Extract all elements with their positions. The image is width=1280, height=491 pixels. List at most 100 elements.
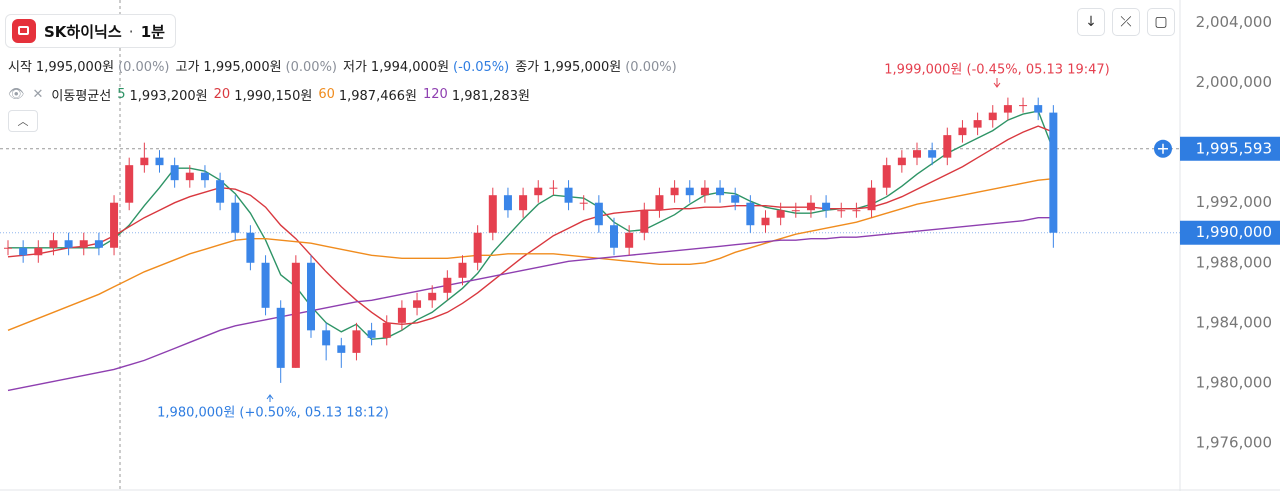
ma-legend: 👁 ✕ 이동평균선 5 1,993,200원 20 1,990,150원 60 1,987… bbox=[8, 85, 536, 104]
ohlc-value: 1,995,000원 bbox=[543, 60, 622, 75]
candle-body bbox=[94, 240, 103, 248]
separator: · bbox=[128, 21, 134, 41]
ohlc-value: 1,995,000원 bbox=[203, 60, 282, 75]
candle-body bbox=[503, 195, 512, 211]
candle-body bbox=[367, 330, 376, 338]
candle-body bbox=[458, 262, 467, 278]
candle-body bbox=[534, 187, 543, 196]
candle-body bbox=[488, 195, 497, 233]
y-tick-label: 1,976,000 bbox=[1196, 433, 1272, 451]
ohlc-label: 종가 bbox=[515, 60, 540, 75]
candle-body bbox=[928, 150, 937, 158]
download-button[interactable]: ↓ bbox=[1077, 8, 1105, 36]
ohlc-value: 1,995,000원 bbox=[35, 60, 115, 75]
symbol-title: SK하이닉스 bbox=[44, 22, 122, 41]
moving-average-line bbox=[7, 125, 1054, 326]
candle-body bbox=[443, 277, 452, 293]
candle-body bbox=[216, 180, 225, 203]
ma-period: 5 bbox=[117, 87, 126, 102]
candle-body bbox=[958, 127, 967, 136]
last-price-tag bbox=[1180, 220, 1280, 245]
ohlc-change: (0.00%) bbox=[625, 60, 677, 75]
candle-body bbox=[685, 187, 694, 196]
ohlc-change: (0.00%) bbox=[118, 60, 170, 75]
ma-period: 120 bbox=[422, 87, 448, 102]
candle-body bbox=[19, 247, 28, 256]
y-tick-label: 1,988,000 bbox=[1196, 253, 1272, 271]
ohlc-value: 1,994,000원 bbox=[370, 60, 450, 75]
y-tick-label: 1,984,000 bbox=[1196, 313, 1272, 331]
fullscreen-button[interactable]: ▢ bbox=[1147, 8, 1175, 36]
candle-body bbox=[170, 165, 179, 181]
candle-body bbox=[1003, 105, 1012, 113]
candle-body bbox=[155, 157, 164, 166]
candle-body bbox=[473, 232, 482, 263]
crosshair-price-tag bbox=[1180, 136, 1280, 161]
ohlc-label: 저가 bbox=[343, 60, 367, 75]
candle-body bbox=[140, 157, 149, 166]
candle-body bbox=[397, 307, 406, 323]
visibility-icon[interactable]: 👁 bbox=[8, 87, 25, 102]
moving-average-line bbox=[8, 110, 1055, 341]
candle-body bbox=[731, 195, 740, 203]
candle-body bbox=[49, 240, 58, 248]
candle-body bbox=[882, 165, 891, 188]
ma-period: 60 bbox=[318, 87, 335, 102]
last-price-label: 1,990,000 bbox=[1196, 223, 1272, 241]
candle-body bbox=[185, 172, 194, 181]
candle-body bbox=[322, 330, 331, 346]
crosshair-price-label: 1,995,593 bbox=[1196, 139, 1272, 157]
low-arrow bbox=[266, 394, 274, 402]
collapse-all-button[interactable]: ⤫ bbox=[1112, 8, 1140, 36]
candle-body bbox=[791, 210, 800, 212]
collapse-button[interactable]: ︿ bbox=[8, 110, 38, 132]
candle-body bbox=[852, 210, 861, 212]
candle-body bbox=[716, 187, 725, 196]
candle-body bbox=[746, 202, 755, 226]
crosshair-plus bbox=[1158, 143, 1168, 154]
candle-body bbox=[64, 240, 73, 248]
candle-body bbox=[200, 172, 209, 181]
y-tick-label: 2,000,000 bbox=[1196, 73, 1272, 91]
ohlc-change: (-0.05%) bbox=[453, 60, 510, 75]
candle-body bbox=[897, 157, 906, 166]
candle-body bbox=[579, 202, 588, 204]
candle-body bbox=[382, 322, 391, 338]
candle-body bbox=[291, 262, 300, 368]
candle-body bbox=[307, 262, 315, 331]
candle-body bbox=[806, 202, 815, 211]
candle-body bbox=[837, 210, 846, 212]
ma-value: 1,981,283원 bbox=[451, 89, 530, 104]
candle-body bbox=[564, 187, 573, 203]
candle-body bbox=[655, 195, 664, 211]
candle-body bbox=[352, 330, 361, 353]
candle-body bbox=[276, 307, 285, 368]
candle-body bbox=[125, 165, 134, 203]
candle-body bbox=[973, 120, 982, 128]
candle-body bbox=[822, 202, 831, 211]
candle-body bbox=[337, 345, 346, 353]
ma-value: 1,990,150원 bbox=[234, 89, 313, 104]
ohlc-summary: 시작 1,995,000원 (0.00%) 고가 1,995,000원 (0.00%) 저가… bbox=[8, 56, 683, 75]
symbol-box[interactable]: SK하이닉스 · 1분 bbox=[5, 14, 176, 48]
candle-body bbox=[988, 112, 997, 121]
candle-body bbox=[943, 135, 952, 158]
candle-body bbox=[413, 300, 422, 308]
ohlc-change: (0.00%) bbox=[285, 60, 337, 75]
candle-body bbox=[428, 292, 437, 301]
candle-body bbox=[594, 202, 603, 226]
candle-body bbox=[1049, 112, 1058, 233]
close-icon[interactable]: ✕ bbox=[32, 87, 44, 102]
ma-period: 20 bbox=[213, 87, 231, 102]
y-tick-label: 2,004,000 bbox=[1196, 13, 1272, 31]
candle-body bbox=[913, 150, 921, 158]
moving-average-line bbox=[7, 178, 1054, 331]
candle-body bbox=[79, 240, 88, 248]
candle-body bbox=[610, 225, 618, 248]
candle-body bbox=[246, 232, 255, 263]
ma-value: 1,987,466원 bbox=[338, 89, 417, 104]
candle-body bbox=[261, 262, 270, 308]
candle-body bbox=[519, 195, 528, 211]
